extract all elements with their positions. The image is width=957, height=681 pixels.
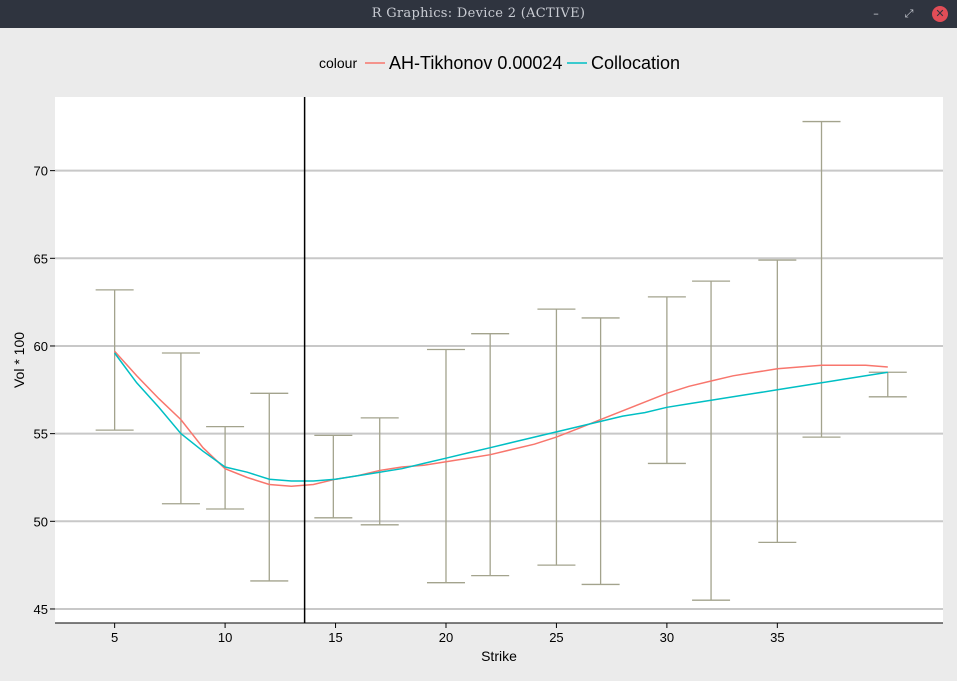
x-tick-label-5: 5 bbox=[111, 630, 118, 645]
y-tick-label-45: 45 bbox=[34, 602, 48, 617]
y-axis-label: Vol * 100 bbox=[11, 332, 27, 388]
x-axis-ticks: 5 10 15 20 25 30 35 bbox=[111, 623, 785, 645]
series-collocation-line bbox=[113, 352, 888, 482]
y-axis-ticks: 45 50 55 60 65 70 bbox=[34, 164, 55, 617]
legend-title: colour bbox=[319, 55, 357, 71]
graphics-canvas: colour AH-Tikhonov 0.00024 Collocation 5… bbox=[0, 28, 957, 677]
close-button[interactable]: ✕ bbox=[932, 6, 948, 22]
error-bar-0 bbox=[95, 289, 134, 431]
error-bar-4 bbox=[314, 434, 353, 519]
x-tick-label-30: 30 bbox=[660, 630, 674, 645]
chart: colour AH-Tikhonov 0.00024 Collocation 5… bbox=[11, 53, 943, 664]
legend: colour AH-Tikhonov 0.00024 Collocation bbox=[319, 53, 680, 73]
series-tikhonov-line bbox=[114, 350, 888, 487]
error-bars bbox=[95, 120, 907, 601]
x-tick-label-20: 20 bbox=[439, 630, 453, 645]
error-bar-1 bbox=[161, 352, 200, 505]
legend-label-tikhonov: AH-Tikhonov 0.00024 bbox=[389, 53, 562, 73]
window-titlebar: R Graphics: Device 2 (ACTIVE) – ⤢ ✕ bbox=[0, 0, 957, 28]
y-tick-label-50: 50 bbox=[34, 514, 48, 529]
x-tick-label-25: 25 bbox=[549, 630, 563, 645]
error-bar-12 bbox=[758, 259, 797, 543]
y-tick-label-55: 55 bbox=[34, 427, 48, 442]
window-title: R Graphics: Device 2 (ACTIVE) bbox=[371, 6, 586, 21]
x-axis-label: Strike bbox=[481, 648, 517, 664]
error-bar-5 bbox=[360, 417, 399, 526]
error-bar-13 bbox=[802, 120, 841, 438]
error-bar-9 bbox=[581, 317, 620, 586]
x-tick-label-15: 15 bbox=[328, 630, 342, 645]
maximize-button[interactable]: ⤢ bbox=[904, 7, 914, 20]
legend-label-collocation: Collocation bbox=[591, 53, 680, 73]
y-tick-label-60: 60 bbox=[34, 339, 48, 354]
x-tick-label-10: 10 bbox=[218, 630, 232, 645]
grid-lines bbox=[55, 169, 943, 610]
y-tick-label-65: 65 bbox=[34, 251, 48, 266]
error-bar-3 bbox=[250, 392, 289, 582]
y-tick-label-70: 70 bbox=[34, 164, 48, 179]
error-bar-11 bbox=[692, 280, 731, 601]
error-bar-6 bbox=[426, 348, 465, 584]
plot-panel bbox=[55, 97, 943, 623]
x-tick-label-35: 35 bbox=[770, 630, 784, 645]
error-bar-10 bbox=[647, 296, 686, 465]
series-lines bbox=[113, 350, 888, 487]
minimize-button[interactable]: – bbox=[873, 7, 879, 20]
